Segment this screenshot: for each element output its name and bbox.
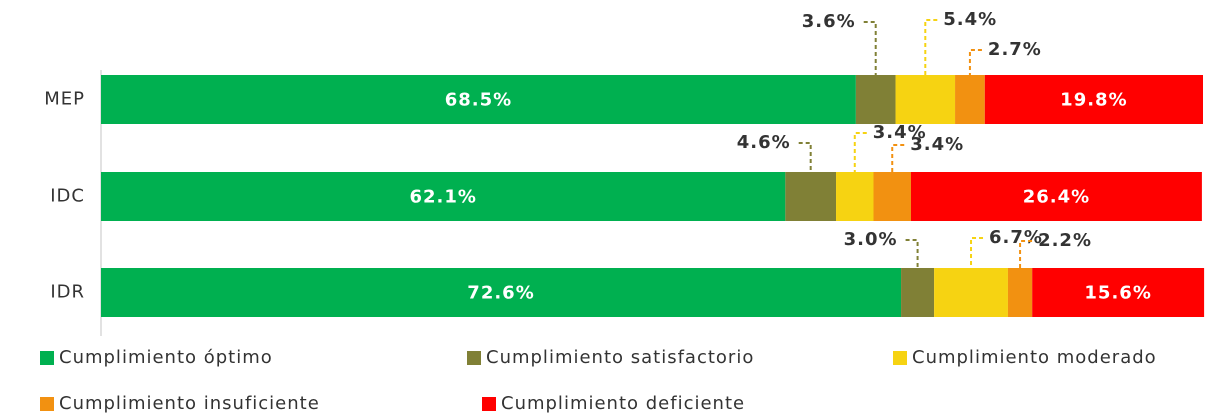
bar-segment [836, 172, 874, 221]
legend-label: Cumplimiento óptimo [59, 347, 273, 368]
leader-line [1019, 240, 1033, 268]
value-label: 68.5% [445, 90, 512, 111]
value-label: 26.4% [1023, 187, 1090, 208]
bar-segment [955, 75, 985, 124]
legend-label: Cumplimiento satisfactorio [486, 347, 754, 368]
bar-segment [934, 268, 1008, 317]
category-label: IDR [50, 282, 85, 303]
leader-line [968, 49, 982, 75]
bar-segment [101, 75, 856, 124]
value-label: 72.6% [467, 283, 534, 304]
bar-segment [785, 172, 837, 221]
legend-swatch [40, 397, 54, 411]
category-label: MEP [44, 89, 85, 110]
legend-label: Cumplimiento deficiente [501, 393, 745, 414]
value-label: 3.0% [844, 229, 898, 250]
value-label: 3.6% [802, 11, 856, 32]
leader-line [924, 19, 938, 75]
leader-line [905, 239, 919, 268]
bar-segment [901, 268, 935, 317]
leader-line [970, 237, 984, 268]
bar-segment [1032, 268, 1205, 317]
legend-label: Cumplimiento moderado [912, 347, 1157, 368]
value-label: 3.4% [873, 122, 927, 143]
legend-swatch [467, 351, 481, 365]
value-label: 3.4% [910, 134, 964, 155]
bar-segment [101, 172, 786, 221]
bar-segment [101, 268, 902, 317]
bar-segment [1007, 268, 1033, 317]
bar-segment [895, 75, 956, 124]
bar-segment [873, 172, 911, 221]
leader-line [863, 21, 877, 75]
value-label: 4.6% [737, 132, 791, 153]
leader-line [798, 142, 812, 172]
legend-swatch [482, 397, 496, 411]
value-label: 62.1% [409, 187, 476, 208]
legend-swatch [893, 351, 907, 365]
leader-line [853, 132, 867, 172]
bar-segment [855, 75, 896, 124]
value-label: 2.7% [988, 39, 1042, 60]
bar-segment [910, 172, 1202, 221]
value-label: 6.7% [989, 227, 1043, 248]
legend-label: Cumplimiento insuficiente [59, 393, 320, 414]
value-label: 15.6% [1084, 283, 1151, 304]
value-label: 5.4% [943, 9, 997, 30]
category-label: IDC [50, 186, 85, 207]
leader-line [891, 144, 905, 172]
bar-segment [984, 75, 1203, 124]
legend-swatch [40, 351, 54, 365]
value-label: 19.8% [1060, 90, 1127, 111]
value-label: 2.2% [1038, 230, 1092, 251]
